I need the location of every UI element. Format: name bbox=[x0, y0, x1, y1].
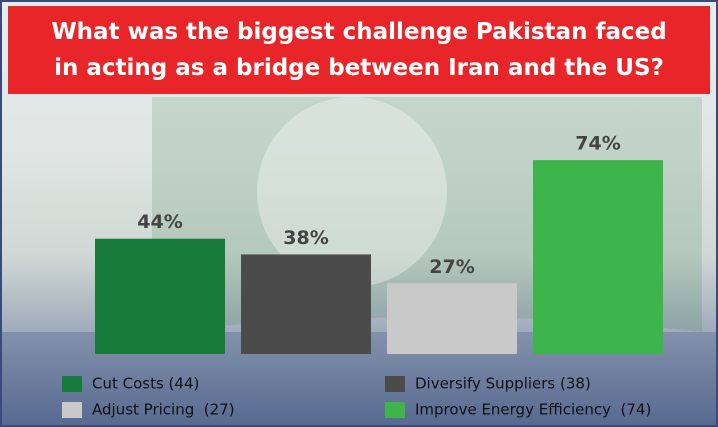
value-label: 74% bbox=[575, 133, 620, 155]
value-label: 27% bbox=[429, 256, 474, 278]
legend-label: Cut Costs (44) bbox=[92, 375, 199, 393]
value-label: 38% bbox=[283, 227, 328, 249]
legend-swatch bbox=[62, 376, 82, 392]
crescent-backdrop bbox=[257, 97, 447, 287]
value-label: 44% bbox=[137, 211, 182, 233]
legend-swatch bbox=[385, 376, 405, 392]
bar bbox=[241, 254, 371, 354]
legend-label: Improve Energy Efficiency (74) bbox=[415, 401, 651, 419]
legend-swatch bbox=[62, 402, 82, 418]
bar bbox=[387, 283, 517, 354]
chart-title: What was the biggest challenge Pakistan … bbox=[8, 6, 710, 94]
legend-label: Adjust Pricing (27) bbox=[92, 401, 235, 419]
legend-swatch bbox=[385, 402, 405, 418]
bar bbox=[533, 160, 663, 354]
bar bbox=[95, 238, 225, 354]
legend-label: Diversify Suppliers (38) bbox=[415, 375, 591, 393]
